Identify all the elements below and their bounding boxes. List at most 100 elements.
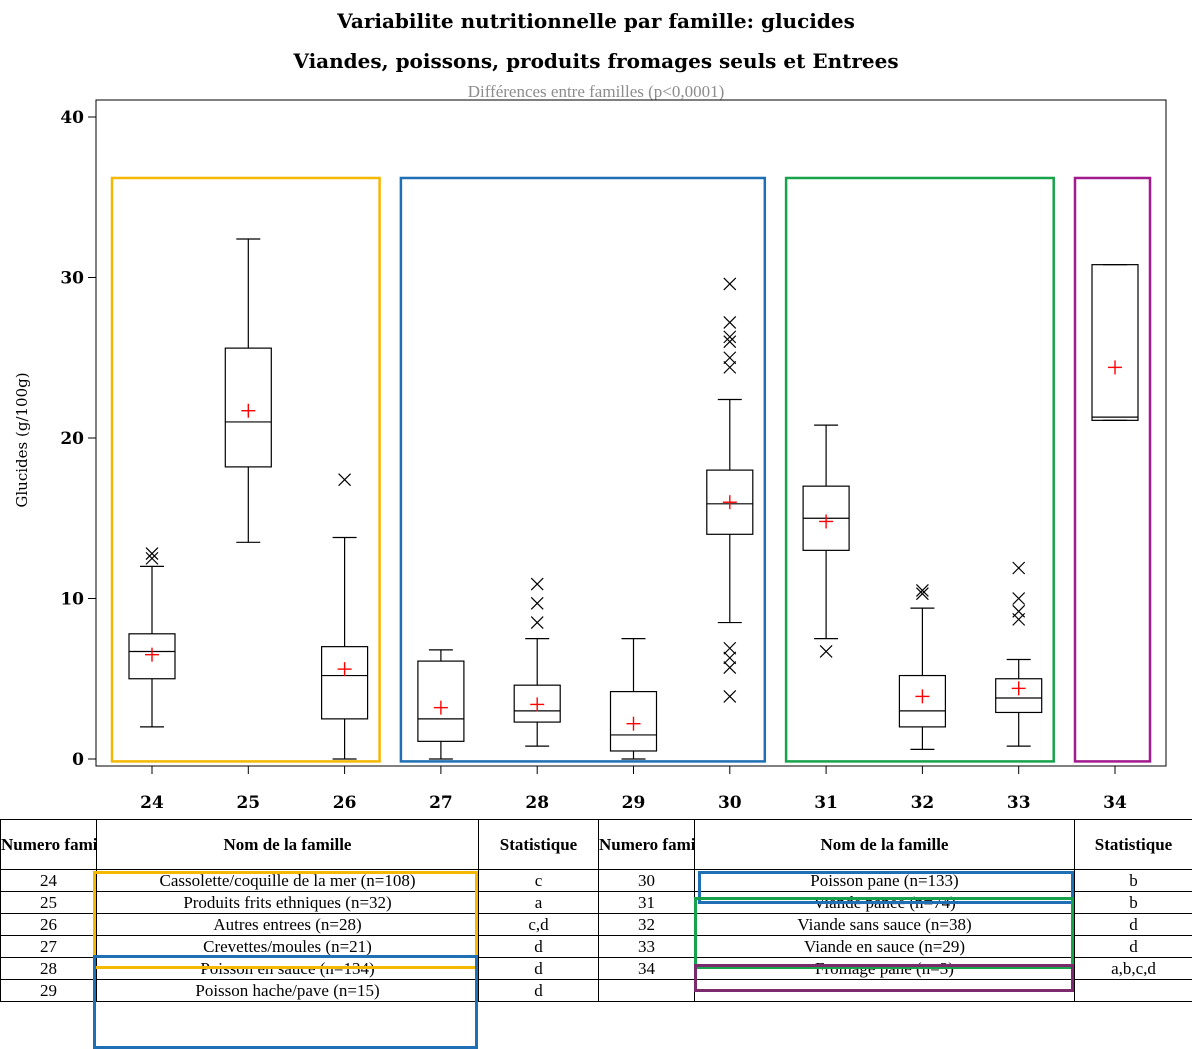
x-tick-label: 30 — [718, 793, 742, 813]
x-tick-label: 29 — [622, 793, 646, 813]
x-tick-label: 34 — [1103, 793, 1127, 813]
y-tick-label: 0 — [72, 750, 84, 770]
outlier-marker — [723, 351, 737, 365]
table-cell: d — [478, 957, 599, 980]
outlier-marker — [530, 616, 544, 629]
mean-marker — [337, 662, 352, 677]
x-tick-label: 31 — [814, 793, 838, 813]
x-tick-label: 33 — [1007, 793, 1031, 813]
table-cell: Autres entrees (n=28) — [96, 913, 479, 936]
x-tick-label: 26 — [333, 793, 357, 813]
mean-marker — [530, 697, 545, 712]
table-cell: Crevettes/moules (n=21) — [96, 935, 479, 958]
table-row: 26 Autres entrees (n=28) c,d 32 Viande sans … — [0, 913, 1192, 936]
family-legend-table: Numero famille Nom de la famille Statist… — [0, 819, 1192, 1002]
table-row: 28 Poisson en sauce (n=134) d 34 Fromage pan… — [0, 957, 1192, 980]
table-cell: 24 — [0, 869, 97, 892]
box-family-32 — [898, 584, 947, 750]
box-family-28 — [513, 577, 561, 747]
table-cell: a,b,c,d — [1074, 957, 1192, 980]
y-tick-label: 10 — [60, 590, 84, 610]
table-cell: d — [478, 935, 599, 958]
outlier-marker — [723, 335, 737, 349]
group-boxes — [110, 176, 1152, 763]
box-family-33 — [995, 561, 1043, 747]
table-cell: d — [1074, 913, 1192, 936]
group-outline — [1073, 176, 1152, 763]
box-family-29 — [609, 638, 658, 760]
iqr-box — [128, 633, 176, 680]
box-family-27 — [417, 649, 465, 760]
table-cell: a — [478, 891, 599, 914]
outlier-marker — [1012, 592, 1026, 605]
table-cell: 31 — [598, 891, 695, 914]
header-cell: Statistique — [1074, 819, 1192, 870]
y-tick-label: 30 — [60, 269, 84, 289]
iqr-box — [417, 660, 465, 742]
outlier-marker — [1012, 604, 1026, 618]
outlier-marker — [338, 473, 352, 487]
iqr-box — [513, 684, 561, 723]
table-cell: Viande en sauce (n=29) — [694, 935, 1075, 958]
boxplot-chart: Variabilite nutritionnelle par famille: … — [13, 9, 1167, 813]
mean-marker — [722, 495, 737, 510]
table-cell: 32 — [598, 913, 695, 936]
table-cell: Poisson en sauce (n=134) — [96, 957, 479, 980]
x-tick-label: 25 — [236, 793, 260, 813]
table-cell: 29 — [0, 979, 97, 1002]
table-cell: Viande panee (n=74) — [694, 891, 1075, 914]
table-cell: 33 — [598, 935, 695, 958]
outlier-marker — [915, 587, 929, 601]
outlier-marker — [819, 645, 833, 658]
group-outline — [784, 176, 1055, 763]
table-row: 29 Poisson hache/pave (n=15) d — [0, 979, 1192, 1002]
table-cell: c,d — [478, 913, 599, 936]
group-outline — [110, 176, 381, 763]
box-series — [128, 238, 1139, 760]
outlier-marker — [723, 316, 737, 329]
table-cell — [694, 979, 1075, 1002]
table-cell: 28 — [0, 957, 97, 980]
iqr-box — [898, 674, 947, 728]
outlier-marker — [530, 596, 544, 610]
plot-frame — [95, 99, 1167, 767]
outlier-marker — [723, 661, 737, 674]
mean-marker — [819, 514, 834, 529]
outlier-marker — [1012, 561, 1026, 575]
iqr-box — [609, 690, 658, 752]
table-row: 27 Crevettes/moules (n=21) d 33 Viande en sa… — [0, 935, 1192, 958]
chart-subtitle: Différences entre familles (p<0,0001) — [468, 82, 725, 101]
box-family-30 — [706, 277, 754, 703]
x-tick-label: 28 — [525, 793, 549, 813]
x-tick-label: 32 — [911, 793, 935, 813]
header-cell: Statistique — [478, 819, 599, 870]
box-family-34 — [1091, 264, 1139, 421]
table-cell: 25 — [0, 891, 97, 914]
box-family-24 — [128, 547, 176, 728]
table-cell — [1074, 979, 1192, 1002]
table-cell: Poisson pane (n=133) — [694, 869, 1075, 892]
outlier-marker — [723, 641, 737, 655]
iqr-box — [321, 646, 369, 720]
box-family-31 — [802, 424, 850, 658]
chart-title-line2: Viandes, poissons, produits fromages seu… — [292, 49, 898, 73]
table-cell: Poisson hache/pave (n=15) — [96, 979, 479, 1002]
mean-marker — [915, 689, 930, 704]
outlier-marker — [145, 551, 159, 565]
outlier-marker — [723, 651, 737, 665]
table-row: 25 Produits frits ethniques (n=32) a 31 Vian… — [0, 891, 1192, 914]
outlier-marker — [723, 360, 737, 374]
outlier-marker — [530, 577, 544, 591]
outlier-marker — [723, 330, 737, 344]
outlier-marker — [723, 689, 737, 703]
table-cell: 30 — [598, 869, 695, 892]
outlier-marker — [915, 584, 929, 597]
table-cell: c — [478, 869, 599, 892]
y-axis-label: Glucides (g/100g) — [13, 372, 31, 507]
x-tick-label: 24 — [140, 793, 164, 813]
table-cell: 26 — [0, 913, 97, 936]
box-family-25 — [224, 238, 272, 543]
header-cell: Nom de la famille — [96, 819, 479, 870]
table-row: 24 Cassolette/coquille de la mer (n=108) c… — [0, 869, 1192, 892]
table-cell: d — [478, 979, 599, 1002]
